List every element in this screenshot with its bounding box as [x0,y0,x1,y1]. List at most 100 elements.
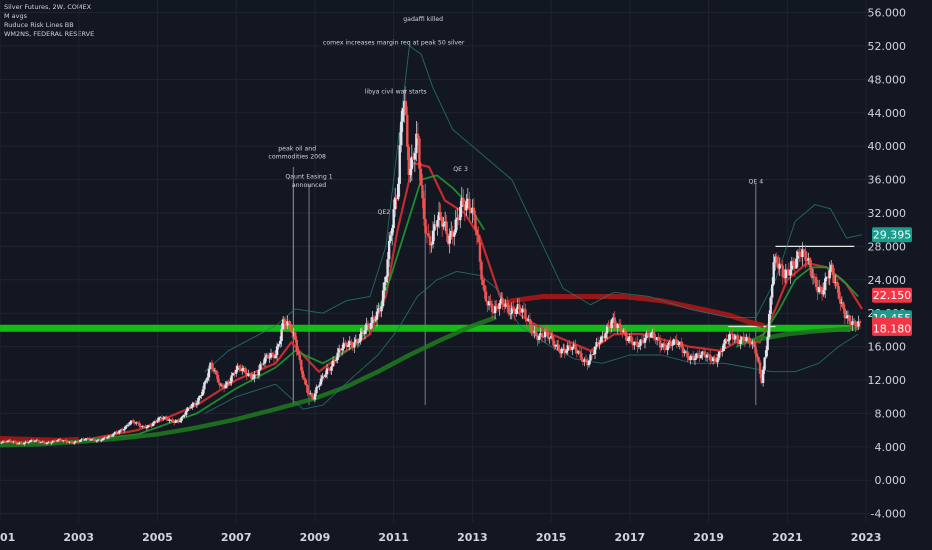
candle-body [284,323,288,326]
candle-body [612,317,615,320]
candle-body [242,367,245,369]
candle-body [9,440,12,442]
candle-body [427,233,430,237]
y-tick-label: 28.000 [868,240,907,253]
annotation-label: gadaffi killed [403,16,443,23]
candle-body [436,220,439,227]
candle-body [801,249,804,258]
candle-body [418,138,421,169]
x-tick-label: 2013 [457,531,488,544]
candle-body [571,346,574,350]
candle-body [354,339,358,343]
candle-body [238,365,241,368]
indicator-bb-label[interactable]: Ruduce Risk Lines BB [4,21,74,29]
candle-body [769,297,772,314]
candle-body [18,442,21,444]
indicator-ma-label[interactable]: M avgs [4,12,28,20]
candle-body [663,343,666,348]
candle-body [15,442,18,444]
candle-body [132,420,135,423]
candle-body [197,397,200,404]
candle-body [60,440,64,442]
candle-body [103,437,106,439]
candle-body [330,366,333,371]
candle-body [113,431,117,434]
candle-body [62,440,65,442]
candle-body [842,302,845,309]
candle-body [138,422,141,426]
candle-body [141,425,144,428]
candle-body [263,357,267,364]
candle-body [415,133,418,154]
candle-body [274,355,277,359]
candle-body [222,386,226,389]
candle-body [259,363,262,370]
candle-body [371,316,374,323]
candle-body [608,327,612,329]
candle-body [157,417,161,421]
candle-body [728,333,731,340]
candle-body [454,219,457,233]
candle-body [549,335,553,338]
indicator-m2-label[interactable]: WM2NS, FEDERAL RESERVE [4,30,95,38]
candle-body [746,336,750,338]
candle-body [378,308,382,312]
series-band [204,45,863,373]
candle-body [13,441,17,443]
candle-body [180,417,183,421]
candle-body [701,351,704,355]
candle-body [743,340,747,342]
candle-body [163,416,167,419]
symbol-label[interactable]: Silver Futures, 2W, COMEX [4,3,92,11]
candle-body [562,348,565,350]
candle-body [136,422,139,424]
candle-body [384,276,388,283]
candle-body [377,308,380,312]
x-tick-label: 2001 [0,531,15,544]
candle-body [260,363,264,365]
candle-body [437,212,441,221]
candle-body [160,417,164,420]
candle-body [434,224,438,227]
candle-body [506,303,509,306]
candle-body [610,319,613,329]
candle-body [857,321,860,327]
candle-body [381,290,385,307]
candle-body [83,439,86,441]
candle-body [477,235,480,243]
candle-body [142,425,146,427]
candle-body [451,230,454,237]
candle-body [727,339,730,342]
candle-body [265,354,268,358]
candle-body [281,319,285,330]
candle-body [704,355,707,358]
candle-body [347,345,350,348]
candle-body [24,441,27,443]
candle-body [595,342,598,347]
candle-body [465,201,468,211]
candle-body [178,420,182,422]
candle-body [331,360,335,367]
candle-body [651,332,654,333]
candle-body [495,306,498,307]
candle-body [144,426,147,429]
candle-body [153,420,156,424]
candle-body [162,418,165,420]
candle-body [489,301,492,304]
price-badge-label: 22.150 [873,289,912,302]
candle-body [57,439,61,441]
candle-body [172,422,176,423]
candle-body [783,277,786,279]
candle-body [333,360,336,362]
candle-body [680,341,683,347]
candle-body [833,274,836,284]
candle-body [443,221,447,224]
candle-body [195,403,199,405]
candle-body [316,386,320,388]
candle-body [531,332,535,334]
series-ma-long [0,315,497,448]
candle-body [404,100,407,115]
price-badge-label: 18.180 [873,322,912,335]
